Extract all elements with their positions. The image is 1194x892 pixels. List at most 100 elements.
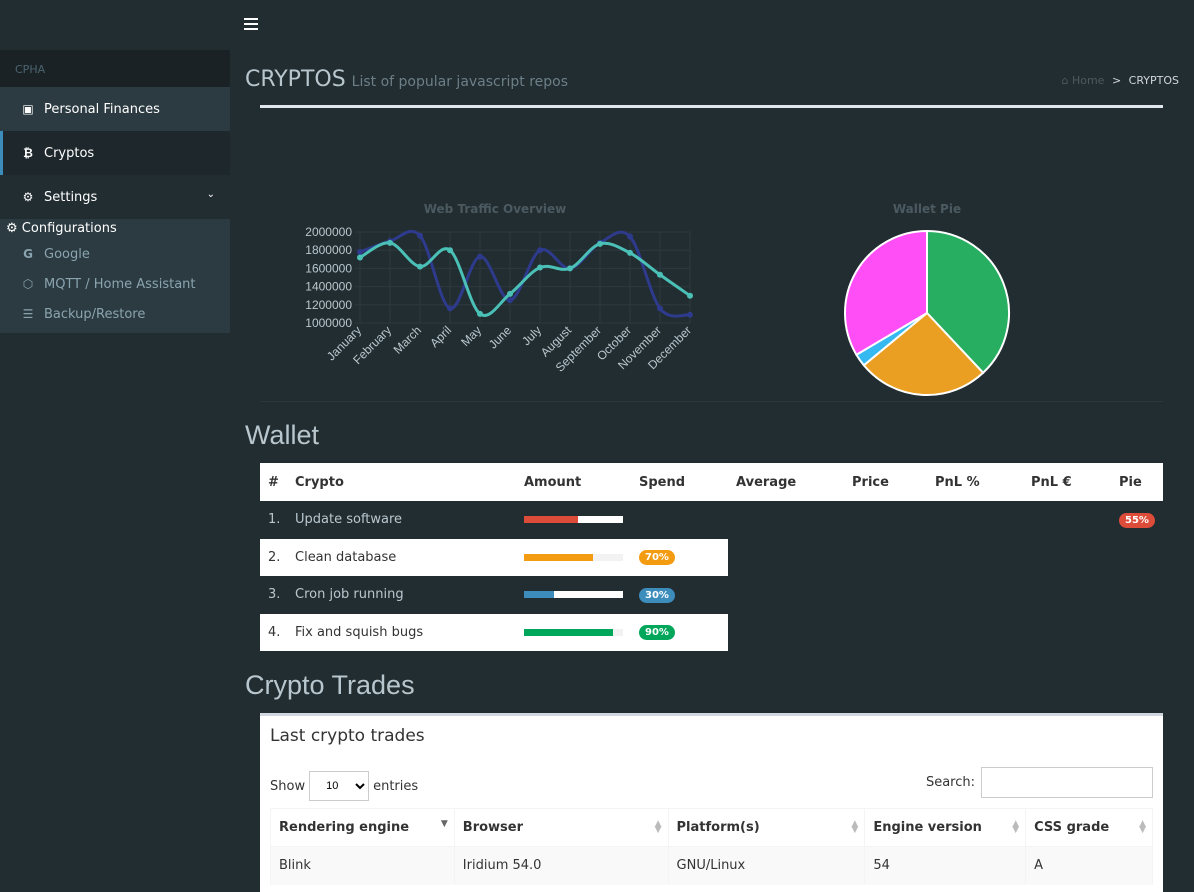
table-row[interactable]: 3. Cron job running 30% [260, 576, 1163, 614]
submenu-title: ⚙ Configurations [0, 219, 230, 239]
y-tick-label: 1600000 [305, 261, 352, 275]
table-row[interactable]: 2. Clean database 70% [260, 538, 1163, 576]
sortable-header[interactable]: CSS grade ▲ ▼ [1025, 808, 1153, 847]
col-header: Price [852, 474, 889, 490]
data-point [357, 254, 363, 261]
header-label: Platform(s) [676, 820, 760, 835]
progress-fill [524, 591, 554, 599]
progress-bar [524, 628, 623, 636]
table-row[interactable]: Blink Iridium 54.0 GNU/Linux 54 A [270, 846, 1153, 885]
table-cell: Iridium 54.0 [453, 846, 669, 885]
sidebar-item-google[interactable]: G Google [0, 239, 230, 269]
x-tick-label: April [427, 323, 454, 350]
google-icon: G [23, 247, 33, 261]
data-point [477, 310, 483, 317]
amount-cell [524, 553, 639, 561]
spend-cell: 30% [639, 587, 736, 603]
crypto-name: Update software [295, 512, 403, 528]
table-cell: A [1025, 846, 1153, 885]
row-number: 3. [268, 587, 281, 603]
breadcrumb-home-label: Home [1071, 74, 1105, 87]
breadcrumb-home[interactable]: ⌂ Home [1061, 74, 1104, 87]
data-point [417, 263, 423, 270]
sidebar-item-label: Settings [44, 189, 98, 205]
data-point [687, 292, 693, 299]
pie-slice [926, 229, 1010, 375]
spend-cell: 70% [639, 549, 736, 566]
x-tick-label: July [519, 323, 544, 348]
x-tick-label: March [391, 323, 424, 356]
sidebar-item-label: Google [44, 246, 90, 262]
data-point [507, 297, 513, 304]
sidebar-item-personal-finances[interactable]: ▣ Personal Finances [0, 87, 230, 131]
data-point [387, 239, 393, 246]
search-input[interactable] [981, 767, 1153, 798]
header-label: Rendering engine [279, 820, 410, 835]
table-row[interactable]: 1. Update software 55% [260, 501, 1163, 539]
sidebar-item-cryptos[interactable]: ₿ Cryptos [0, 131, 230, 175]
trades-heading: Crypto Trades [245, 670, 415, 700]
sortable-header[interactable]: Browser ▲ ▼ [453, 808, 669, 847]
wallet-heading: Wallet [245, 420, 320, 450]
data-point [417, 232, 423, 239]
col-header: Spend [639, 474, 686, 490]
y-tick-label: 1200000 [305, 298, 352, 312]
progress-fill [524, 516, 579, 524]
box-title: Last crypto trades [270, 726, 425, 746]
sortable-header[interactable]: Engine version ▲ ▼ [864, 808, 1027, 847]
top-navbar [0, 0, 1194, 50]
progress-fill [524, 628, 614, 636]
data-point [507, 290, 513, 297]
amount-cell [524, 628, 639, 636]
pie-slice [862, 311, 985, 396]
breadcrumb-current: CRYPTOS [1128, 74, 1179, 87]
table-row[interactable]: 4. Fix and squish bugs 90% [260, 613, 1163, 651]
home-icon: ⌂ [1061, 74, 1069, 87]
divider [260, 105, 1163, 108]
col-header: PnL % [935, 474, 980, 490]
pie-cell: 55% [1119, 512, 1163, 528]
y-tick-label: 1800000 [305, 243, 352, 257]
x-tick-label: May [458, 323, 484, 349]
breadcrumb-separator: > [1111, 74, 1122, 87]
settings-submenu: ⚙ Configurations G Google ⬡ MQTT / Home … [0, 219, 230, 333]
sortable-header[interactable]: Rendering engine ▼ [270, 808, 455, 847]
sort-asc-icon: ▼ [440, 819, 448, 829]
crypto-name: Fix and squish bugs [295, 624, 424, 640]
sort-icon: ▲ ▼ [1139, 819, 1146, 835]
y-tick-label: 1000000 [305, 316, 352, 330]
sidebar-item-label: Cryptos [44, 145, 95, 161]
row-number: 1. [268, 512, 281, 528]
sortable-header[interactable]: Platform(s) ▲ ▼ [667, 808, 866, 847]
wallet-rows: 1. Update software 55% 2. Clean database 70% 3… [260, 501, 1163, 651]
amount-cell [524, 591, 639, 599]
server-icon: ☰ [22, 307, 34, 321]
y-tick-label: 1400000 [305, 280, 352, 294]
col-header: Pie [1119, 474, 1142, 490]
sidebar-item-mqtt[interactable]: ⬡ MQTT / Home Assistant [0, 269, 230, 299]
col-header: Average [736, 474, 797, 490]
sidebar-item-label: MQTT / Home Assistant [44, 276, 196, 292]
gear-icon: ⚙ [6, 221, 18, 236]
sort-icon: ▲ ▼ [851, 819, 859, 835]
data-point [687, 311, 693, 318]
bitcoin-icon: ₿ [23, 146, 33, 160]
hamburger-menu-icon[interactable] [244, 18, 258, 30]
table-cell: 54 [864, 846, 1027, 885]
sidebar-item-settings[interactable]: ⚙ Settings ⌄ [0, 175, 230, 219]
pie-chart-title: Wallet Pie [893, 202, 961, 216]
progress-fill [524, 553, 594, 561]
sidebar-item-backup[interactable]: ☰ Backup/Restore [0, 299, 230, 329]
trades-box: Last crypto trades Show 10 entries Searc… [260, 713, 1163, 892]
sidebar: CPHA ▣ Personal Finances ₿ Cryptos ⚙ Set… [0, 50, 230, 892]
data-point [357, 249, 363, 256]
spend-cell: 90% [639, 624, 736, 641]
entries-select[interactable]: 10 [309, 771, 370, 801]
sidebar-item-label: Personal Finances [44, 101, 160, 117]
crypto-name: Cron job running [295, 587, 404, 603]
data-point [477, 253, 483, 260]
data-point [657, 305, 663, 312]
entries-label: entries [373, 778, 419, 794]
entries-length: Show 10 entries [270, 771, 418, 801]
breadcrumb: ⌂ Home > CRYPTOS [1061, 74, 1179, 87]
